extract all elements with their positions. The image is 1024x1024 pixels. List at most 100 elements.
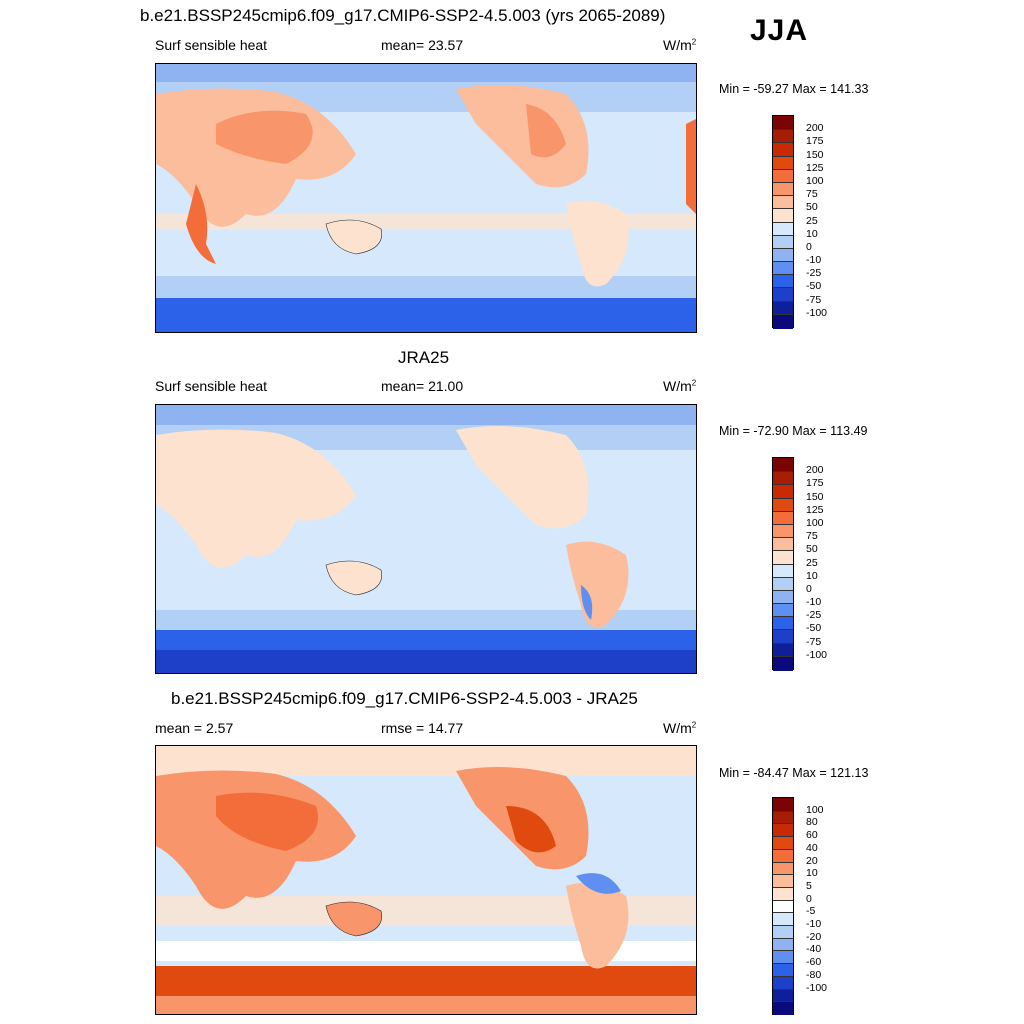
panel-1-map: [155, 63, 697, 333]
colorbar-swatch: [773, 963, 793, 978]
colorbar-tick-label: 40: [806, 841, 818, 854]
panel-2-minmax: Min = -72.90 Max = 113.49: [719, 424, 868, 438]
panel-2-variable-label: Surf sensible heat: [155, 378, 268, 394]
colorbar-swatch: [773, 300, 793, 316]
colorbar-swatch: [773, 155, 793, 171]
panel-3-units: W/m2: [663, 720, 697, 736]
panel-3-minmax: Min = -84.47 Max = 121.13: [719, 766, 869, 780]
colorbar-tick-label: 100: [806, 803, 824, 816]
colorbar-swatch: [773, 168, 793, 184]
colorbar-swatch: [773, 655, 793, 671]
colorbar-tick-label: 25: [806, 556, 818, 569]
colorbar-tick-label: -40: [806, 943, 822, 956]
colorbar-tick-label: -80: [806, 968, 822, 981]
colorbar-swatch: [773, 471, 793, 486]
colorbar-swatch: [773, 925, 793, 940]
colorbar-tick-label: 0: [806, 240, 812, 253]
colorbar-tick-label: -50: [806, 280, 822, 293]
colorbar-swatch: [773, 129, 793, 144]
colorbar-swatch: [773, 899, 793, 914]
colorbar-tick-label: -25: [806, 609, 822, 622]
panel-1-units: W/m2: [663, 37, 697, 53]
colorbar-swatch: [773, 823, 793, 838]
colorbar-tick-label: 150: [806, 490, 824, 503]
colorbar-tick-label: 50: [806, 201, 818, 214]
colorbar-swatch: [773, 195, 793, 210]
colorbar-swatch: [773, 874, 793, 889]
colorbar-swatch: [773, 208, 793, 223]
colorbar-tick-label: -100: [806, 981, 828, 994]
colorbar-tick-label: -60: [806, 956, 822, 969]
colorbar-swatch: [773, 274, 793, 289]
colorbar-tick-label: -20: [806, 930, 822, 943]
colorbar-tick-label: 10: [806, 227, 818, 240]
panel-3-map: [155, 745, 697, 1015]
colorbar-tick-label: 125: [806, 161, 824, 174]
colorbar-swatch: [773, 886, 793, 902]
colorbar-tick-label: 5: [806, 879, 812, 892]
colorbar-swatch: [773, 810, 793, 825]
colorbar-tick-label: 175: [806, 135, 824, 148]
colorbar-swatch: [773, 861, 793, 876]
colorbar-swatch: [773, 221, 793, 237]
colorbar-tick-label: 50: [806, 543, 818, 556]
colorbar-swatch: [773, 937, 793, 952]
colorbar-tick-label: 200: [806, 122, 824, 135]
colorbar-swatch: [773, 247, 793, 263]
colorbar-swatch: [773, 589, 793, 605]
panel-3-title: b.e21.BSSP245cmip6.f09_g17.CMIP6-SSP2-4.…: [171, 689, 638, 708]
colorbar-tick-label: 0: [806, 892, 812, 905]
colorbar-tick-label: -50: [806, 622, 822, 635]
colorbar-swatch: [773, 1001, 793, 1016]
colorbar-tick-label: -10: [806, 254, 822, 267]
colorbar-swatch: [773, 261, 793, 276]
colorbar-tick-label: 175: [806, 477, 824, 490]
panel-2-mean-label: mean= 21.00: [381, 378, 464, 394]
colorbar-swatch: [773, 510, 793, 526]
colorbar-tick-label: 75: [806, 188, 818, 201]
colorbar-swatch: [773, 988, 793, 1003]
colorbar-tick-label: -5: [806, 905, 816, 918]
panel-1-title: b.e21.BSSP245cmip6.f09_g17.CMIP6-SSP2-4.…: [140, 6, 666, 25]
colorbar-tick-label: 60: [806, 829, 818, 842]
colorbar-tick-label: 200: [806, 464, 824, 477]
panel-2-colorbar: [772, 457, 794, 671]
panel-2-title: JRA25: [398, 348, 450, 367]
colorbar-tick-label: 125: [806, 503, 824, 516]
colorbar-tick-label: 0: [806, 582, 812, 595]
colorbar-tick-label: -10: [806, 918, 822, 931]
panel-1-mean-label: mean= 23.57: [381, 37, 464, 53]
panel-3-colorbar: [772, 797, 794, 1016]
colorbar-swatch: [773, 848, 793, 864]
colorbar-tick-label: -100: [806, 648, 828, 661]
colorbar-swatch: [773, 313, 793, 329]
colorbar-swatch: [773, 950, 793, 965]
colorbar-swatch: [773, 484, 793, 500]
panel-1-minmax: Min = -59.27 Max = 141.33: [719, 82, 869, 96]
colorbar-tick-label: -75: [806, 293, 822, 306]
panel-3-mean-label: mean = 2.57: [155, 720, 234, 736]
colorbar-swatch: [773, 458, 793, 472]
colorbar-swatch: [773, 116, 793, 130]
colorbar-swatch: [773, 576, 793, 592]
colorbar-swatch: [773, 563, 793, 579]
colorbar-tick-label: 10: [806, 569, 818, 582]
colorbar-tick-label: 25: [806, 214, 818, 227]
colorbar-swatch: [773, 497, 793, 513]
colorbar-swatch: [773, 798, 793, 812]
colorbar-swatch: [773, 629, 793, 645]
colorbar-tick-label: 100: [806, 516, 824, 529]
panel-1-variable-label: Surf sensible heat: [155, 37, 268, 53]
colorbar-swatch: [773, 550, 793, 565]
colorbar-tick-label: 80: [806, 816, 818, 829]
colorbar-swatch: [773, 181, 793, 197]
colorbar-swatch: [773, 523, 793, 539]
colorbar-tick-label: 10: [806, 867, 818, 880]
colorbar-tick-label: 20: [806, 854, 818, 867]
colorbar-swatch: [773, 537, 793, 552]
panel-2-map: [155, 404, 697, 674]
colorbar-swatch: [773, 142, 793, 158]
colorbar-tick-label: -75: [806, 635, 822, 648]
colorbar-tick-label: 100: [806, 174, 824, 187]
colorbar-tick-label: -25: [806, 267, 822, 280]
